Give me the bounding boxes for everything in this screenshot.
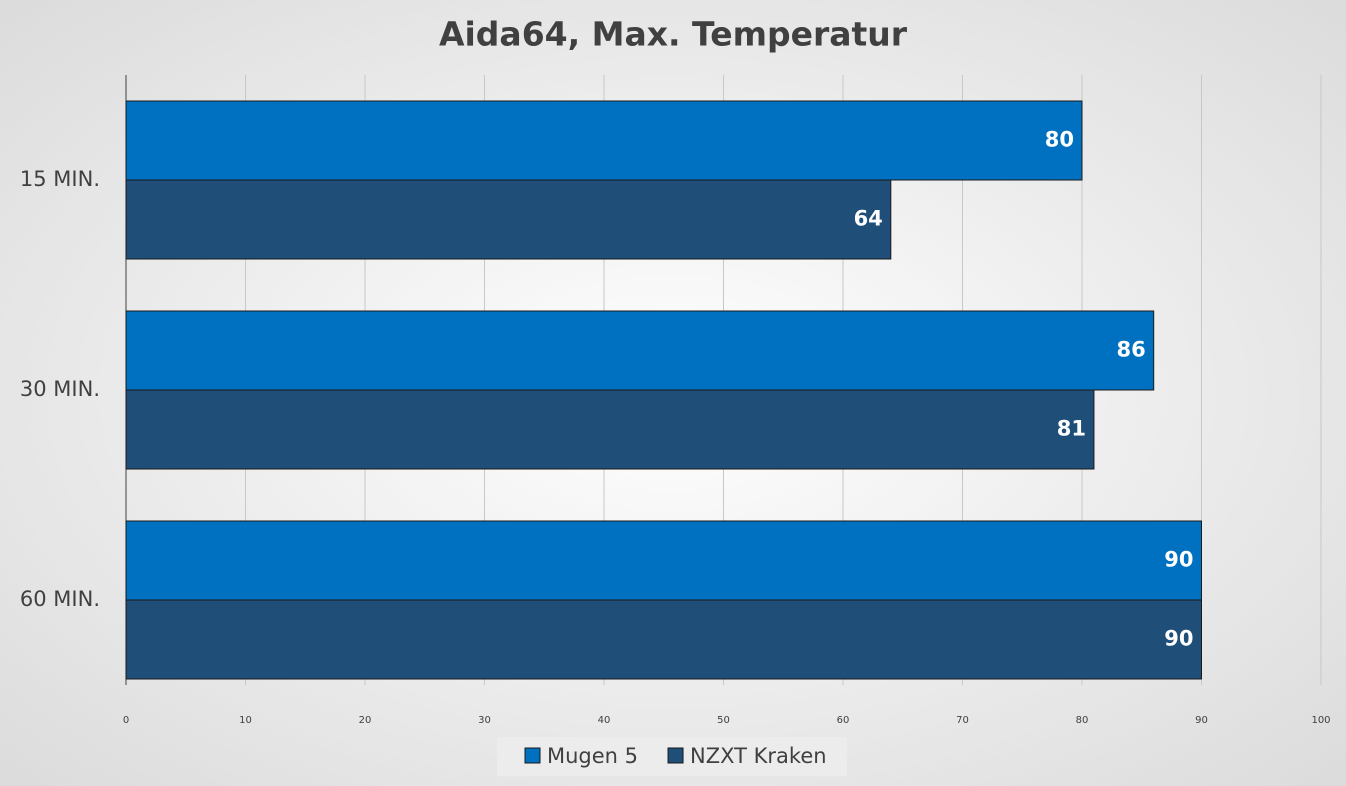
x-tick-label: 40 <box>598 715 611 726</box>
x-tick-label: 80 <box>1076 715 1089 726</box>
bar <box>125 389 1095 470</box>
legend-label: NZXT Kraken <box>690 744 827 768</box>
y-tick-label: 60 MIN. <box>20 587 100 611</box>
y-tick-label: 30 MIN. <box>20 377 100 401</box>
bar <box>125 179 892 260</box>
x-tick-label: 10 <box>239 715 252 726</box>
bar <box>125 599 1202 680</box>
legend-label: Mugen 5 <box>547 744 638 768</box>
x-tick-label: 50 <box>717 715 730 726</box>
x-tick-label: 90 <box>1195 715 1208 726</box>
x-tick-label: 100 <box>1311 715 1330 726</box>
y-tick-label: 15 MIN. <box>20 167 100 191</box>
x-tick-label: 30 <box>478 715 491 726</box>
legend-swatch <box>524 747 541 764</box>
value-label: 81 <box>1057 417 1086 441</box>
bar <box>125 310 1155 391</box>
x-tick-label: 60 <box>837 715 850 726</box>
bar <box>125 520 1202 601</box>
x-tick-label: 0 <box>123 715 129 726</box>
value-label: 64 <box>854 207 883 231</box>
value-label: 90 <box>1164 548 1193 572</box>
legend-swatch <box>667 747 684 764</box>
value-label: 80 <box>1045 128 1074 152</box>
x-tick-label: 20 <box>359 715 372 726</box>
bar <box>125 100 1083 181</box>
value-label: 90 <box>1164 627 1193 651</box>
value-label: 86 <box>1116 338 1145 362</box>
chart-title: Aida64, Max. Temperatur <box>439 15 908 54</box>
x-tick-label: 70 <box>956 715 969 726</box>
